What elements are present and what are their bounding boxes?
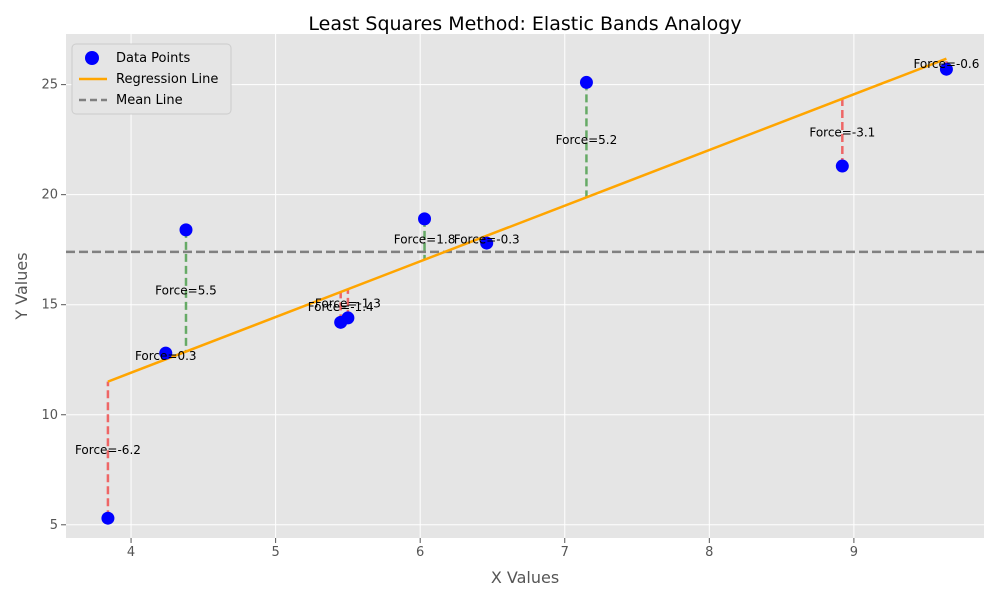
regression-line (107, 57, 947, 383)
force-label: Force=1.8 (394, 232, 456, 246)
data-point (579, 75, 593, 89)
legend-mean-line-label: Mean Line (116, 93, 183, 108)
force-label: Force=-0.3 (454, 232, 520, 246)
force-label: Force=-3.1 (809, 125, 875, 139)
x-tick-label: 7 (561, 545, 569, 560)
y-tick-label: 10 (41, 408, 58, 423)
force-label: Force=-0.6 (913, 57, 979, 71)
force-label: Force=5.2 (556, 133, 618, 147)
plot-area (66, 34, 984, 538)
y-tick-label: 20 (41, 188, 58, 203)
force-label: Force=-1.3 (315, 297, 381, 311)
data-point (179, 223, 193, 237)
y-tick-label: 25 (41, 78, 58, 93)
y-tick-label: 5 (50, 518, 58, 533)
data-point (480, 236, 494, 250)
data-point (835, 159, 849, 173)
x-tick-label: 9 (850, 545, 858, 560)
force-label: Force=0.3 (135, 349, 197, 363)
legend-data-points-label: Data Points (116, 51, 190, 66)
data-point (159, 346, 173, 360)
force-label: Force=-6.2 (75, 443, 141, 457)
x-tick-label: 4 (127, 545, 135, 560)
axis-ticks: 4 5 6 7 8 9 5 10 15 20 25 (41, 78, 858, 560)
force-labels: Force=-6.2Force=0.3Force=5.5Force=-1.4Fo… (75, 57, 979, 457)
regression-line-layer (107, 57, 947, 383)
force-label: Force=-1.4 (308, 300, 374, 314)
data-point (101, 511, 115, 525)
x-tick-label: 5 (271, 545, 279, 560)
legend-regression-line-label: Regression Line (116, 72, 218, 87)
data-point (939, 62, 953, 76)
x-tick-label: 6 (416, 545, 424, 560)
x-axis-title: X Values (491, 568, 559, 587)
grid-lines (66, 34, 984, 538)
legend: Data Points Regression Line Mean Line (71, 43, 232, 115)
y-tick-label: 15 (41, 298, 58, 313)
data-points (101, 62, 953, 525)
legend-box (71, 43, 232, 115)
x-tick-label: 8 (705, 545, 713, 560)
legend-data-points-marker (85, 51, 99, 65)
chart-title: Least Squares Method: Elastic Bands Anal… (308, 13, 741, 35)
data-point (418, 212, 432, 226)
y-axis-title: Y Values (12, 252, 31, 320)
force-label: Force=5.5 (155, 284, 217, 298)
data-point (341, 311, 355, 325)
